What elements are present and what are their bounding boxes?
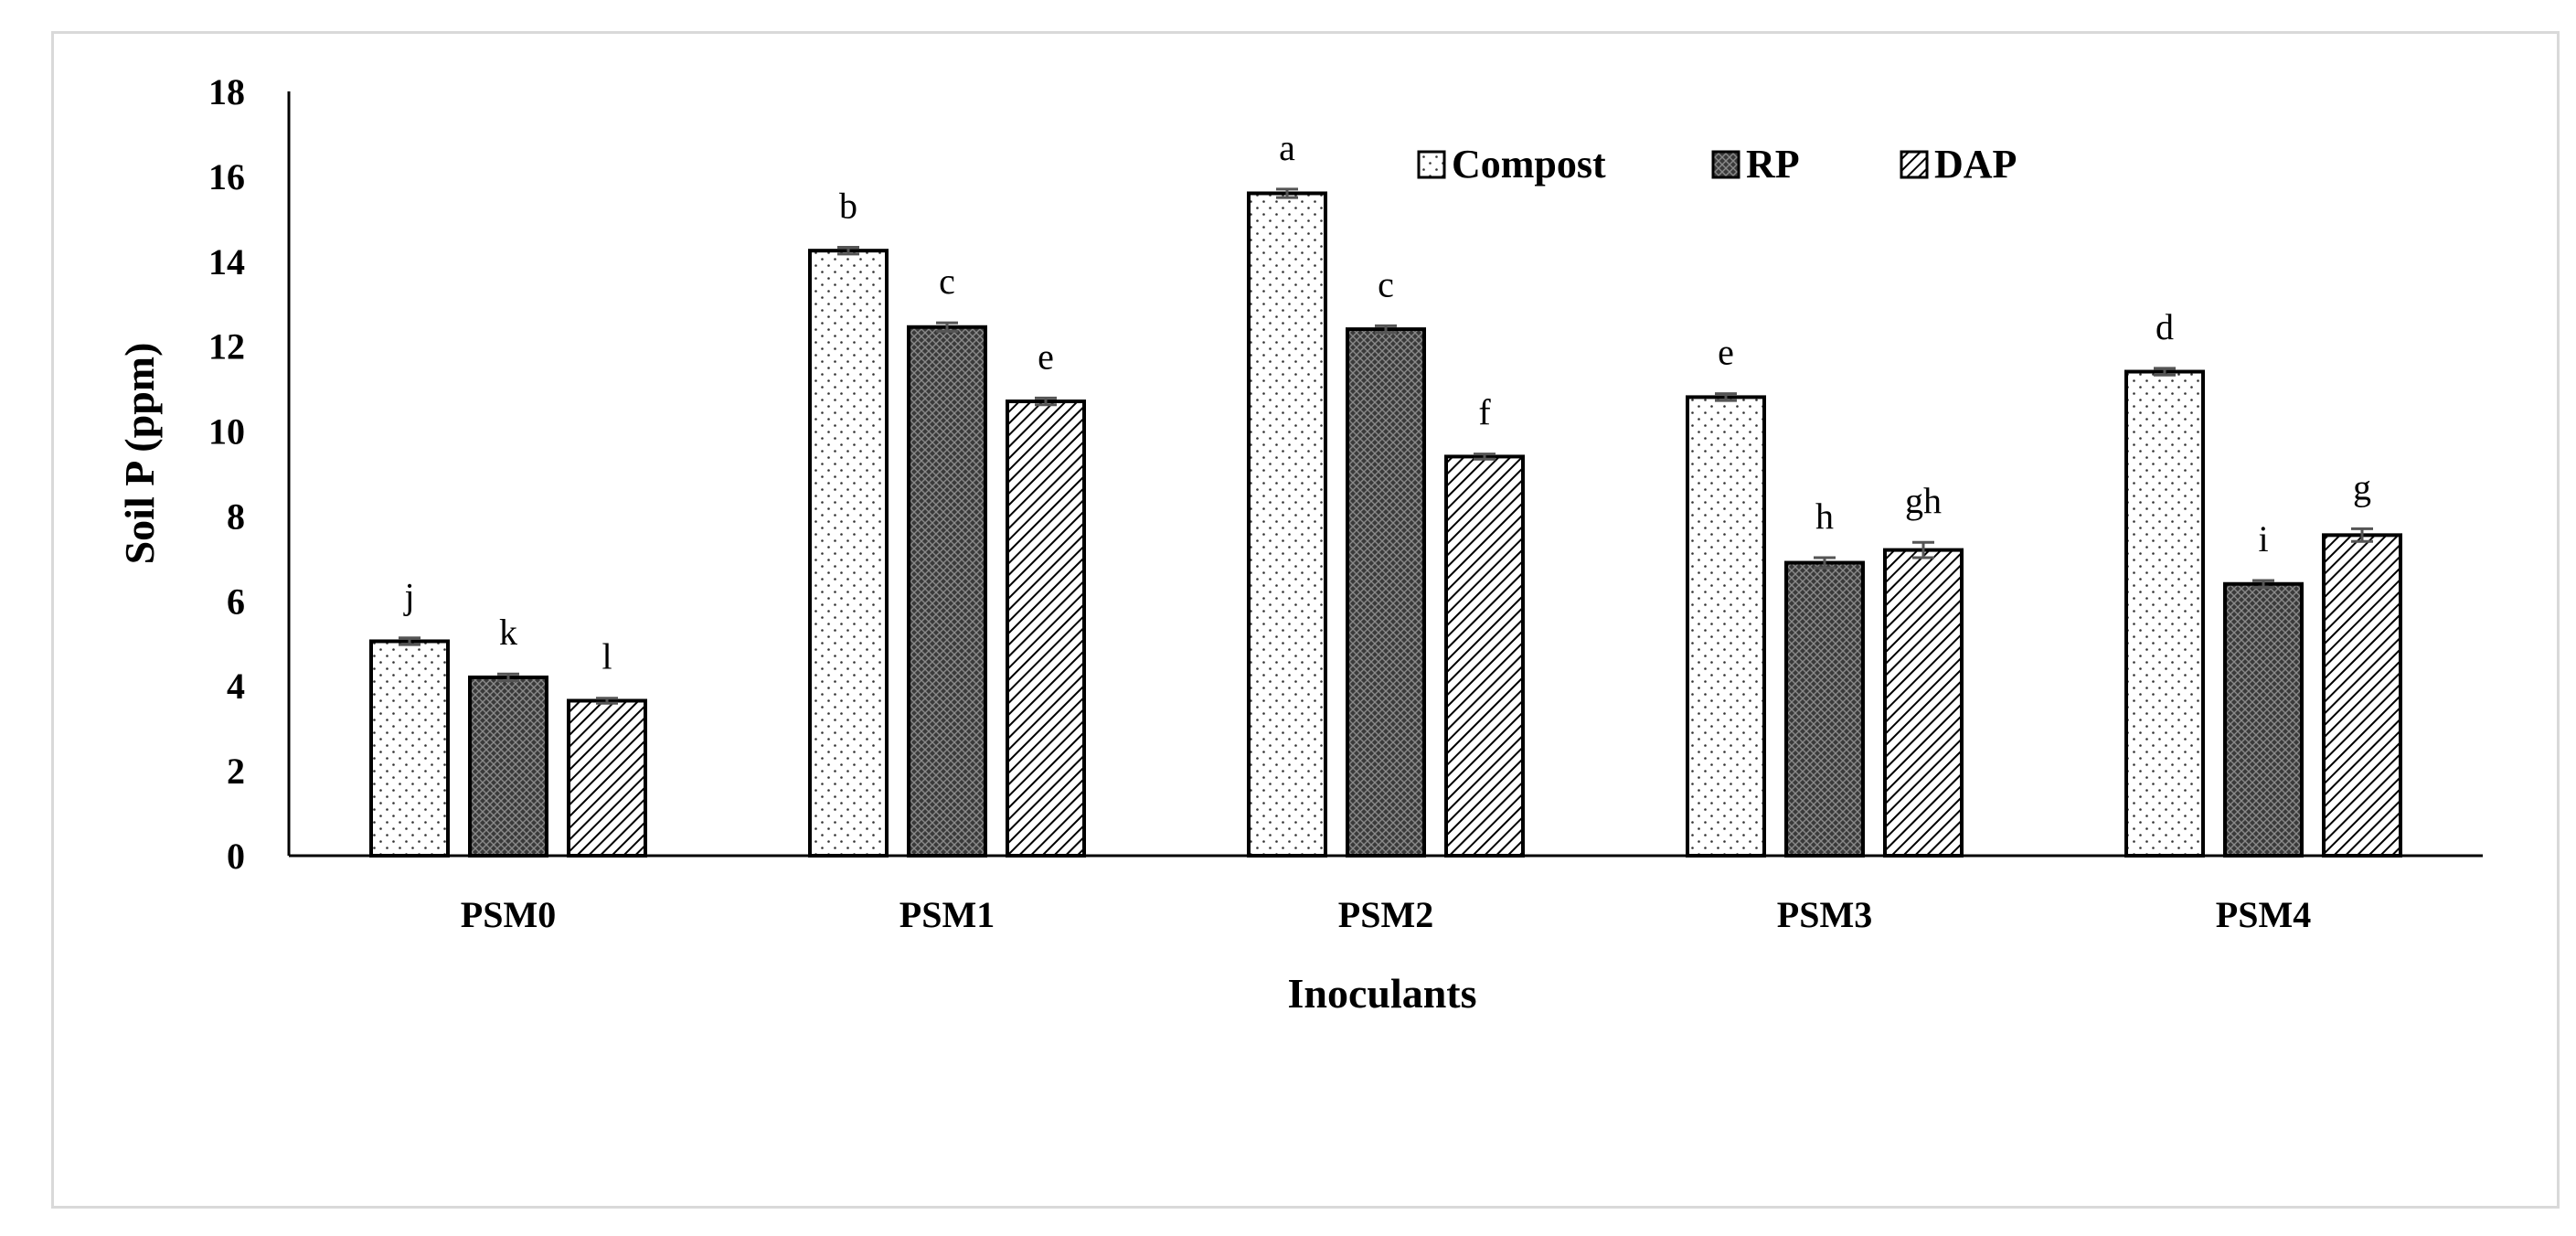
axes-group — [287, 91, 2483, 858]
error-bar-psm1-compost — [837, 245, 859, 256]
sig-label-psm1-rp: c — [939, 261, 955, 302]
legend-swatch-rp — [1711, 150, 1740, 179]
legend-label-compost: Compost — [1452, 142, 1606, 186]
bar-psm3-rp — [1784, 560, 1865, 858]
legend-item-compost: Compost — [1417, 142, 1606, 186]
y-axis-title: Soil P (ppm) — [116, 343, 163, 565]
error-bar-psm0-dap — [596, 697, 618, 705]
error-bar-psm4-compost — [2154, 367, 2176, 377]
legend-label-rp: RP — [1746, 142, 1800, 186]
bar-psm1-dap — [1006, 400, 1086, 858]
error-bar-psm1-dap — [1035, 396, 1057, 407]
sig-label-psm4-dap: g — [2353, 466, 2371, 507]
bar-psm1-compost — [808, 249, 889, 858]
error-bar-psm3-dap — [1912, 540, 1934, 559]
legend: Compost RP DAP — [1417, 142, 2017, 186]
legend-label-dap: DAP — [1934, 142, 2017, 186]
error-bar-psm0-rp — [497, 672, 519, 683]
sig-label-psm0-compost: j — [402, 576, 414, 617]
y-tick-label-4: 4 — [227, 666, 245, 707]
error-bar-psm4-rp — [2252, 579, 2274, 589]
sig-label-psm2-dap: f — [1478, 392, 1491, 433]
sig-label-psm3-dap: gh — [1905, 480, 1942, 521]
sig-label-psm4-rp: i — [2258, 518, 2268, 559]
legend-swatch-dap — [1900, 150, 1929, 179]
error-bar-psm2-rp — [1375, 324, 1397, 335]
x-axis-categories: PSM0 PSM1 PSM2 PSM3 PSM4 — [461, 894, 2311, 935]
error-bar-psm4-dap — [2351, 527, 2373, 543]
bar-psm1-rp — [907, 325, 987, 858]
sig-label-psm1-compost: b — [839, 185, 857, 226]
bar-psm4-dap — [2322, 533, 2402, 858]
bar-psm2-dap — [1444, 454, 1525, 858]
x-category-label-psm2: PSM2 — [1338, 894, 1433, 935]
y-tick-label-6: 6 — [227, 581, 245, 622]
error-bar-psm0-compost — [399, 636, 420, 646]
error-bar-psm3-compost — [1715, 392, 1737, 402]
x-category-label-psm1: PSM1 — [899, 894, 995, 935]
sig-label-psm3-compost: e — [1718, 332, 1734, 373]
x-category-label-psm3: PSM3 — [1777, 894, 1872, 935]
error-bar-psm1-rp — [936, 321, 958, 333]
sig-label-psm0-rp: k — [499, 612, 517, 653]
y-tick-label-0: 0 — [227, 836, 245, 877]
error-bar-psm2-compost — [1276, 187, 1298, 199]
sig-label-psm3-rp: h — [1815, 495, 1834, 537]
bar-psm0-dap — [567, 698, 647, 858]
y-axis-ticks: 0 2 4 6 8 10 12 14 16 18 — [208, 71, 245, 877]
sig-label-psm4-compost: d — [2156, 306, 2174, 347]
sig-label-psm0-dap: l — [601, 636, 612, 677]
y-tick-label-2: 2 — [227, 751, 245, 792]
x-axis-title: Inoculants — [1287, 970, 1476, 1017]
y-tick-label-12: 12 — [208, 326, 245, 368]
bar-psm0-rp — [468, 675, 548, 858]
bar-psm2-compost — [1247, 191, 1327, 858]
bar-psm4-rp — [2223, 581, 2304, 858]
bar-psm2-rp — [1346, 327, 1426, 858]
bar-psm3-compost — [1686, 395, 1766, 858]
bar-psm3-dap — [1883, 548, 1964, 858]
legend-item-rp: RP — [1711, 142, 1800, 186]
bar-psm0-compost — [369, 639, 450, 858]
y-tick-label-14: 14 — [208, 241, 245, 282]
sig-label-psm1-dap: e — [1038, 336, 1054, 377]
y-tick-label-8: 8 — [227, 495, 245, 537]
bar-psm4-compost — [2124, 369, 2205, 858]
error-bar-psm3-rp — [1814, 556, 1836, 570]
bars-group: j k l b c e a c f e h gh d i g — [369, 127, 2402, 858]
legend-item-dap: DAP — [1900, 142, 2017, 186]
x-category-label-psm4: PSM4 — [2216, 894, 2311, 935]
y-tick-label-10: 10 — [208, 411, 245, 453]
error-bar-psm2-dap — [1474, 453, 1496, 461]
x-category-label-psm0: PSM0 — [461, 894, 556, 935]
legend-swatch-compost — [1417, 150, 1446, 179]
y-tick-label-16: 16 — [208, 156, 245, 197]
sig-label-psm2-rp: c — [1378, 263, 1394, 304]
sig-label-psm2-compost: a — [1279, 127, 1295, 168]
y-tick-label-18: 18 — [208, 71, 245, 112]
